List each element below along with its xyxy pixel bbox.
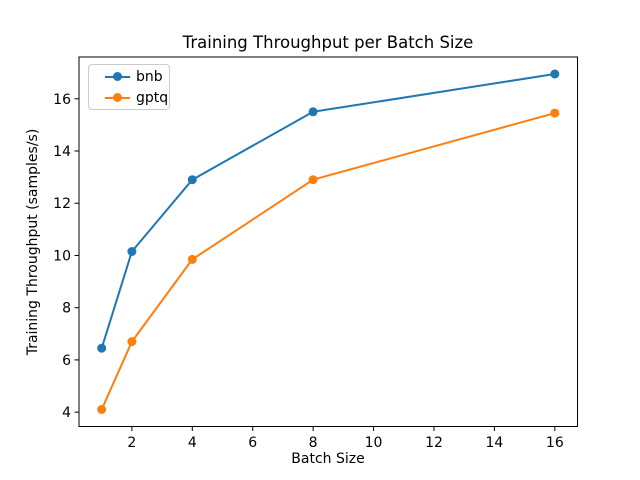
legend-item-gptq: gptq bbox=[89, 87, 169, 108]
data-point-bnb bbox=[187, 175, 197, 185]
y-tick-label: 12 bbox=[53, 196, 71, 212]
y-tick-label: 8 bbox=[62, 301, 71, 317]
x-tick-label: 6 bbox=[248, 435, 257, 451]
plot-border bbox=[78, 56, 578, 427]
x-tick-label: 10 bbox=[365, 435, 383, 451]
data-point-gptq bbox=[550, 108, 560, 118]
x-tick-label: 4 bbox=[188, 435, 197, 451]
data-point-bnb bbox=[97, 343, 107, 353]
data-point-gptq bbox=[97, 405, 107, 414]
data-point-bnb bbox=[127, 247, 137, 256]
x-tick-label: 14 bbox=[486, 435, 504, 451]
x-tick-label: 2 bbox=[127, 435, 136, 451]
legend-item-bnb: bnb bbox=[89, 66, 169, 87]
y-tick-label: 16 bbox=[53, 92, 71, 108]
legend-marker-icon bbox=[113, 93, 122, 102]
x-tick-label: 16 bbox=[546, 435, 564, 451]
legend-line-sample-gptq bbox=[105, 93, 130, 102]
x-tick-label: 8 bbox=[309, 435, 318, 451]
y-tick-label: 4 bbox=[62, 405, 71, 421]
chart-title: Training Throughput per Batch Size bbox=[182, 33, 474, 52]
legend-label-bnb: bnb bbox=[136, 68, 163, 85]
data-point-gptq bbox=[187, 254, 197, 264]
legend: bnb gptq bbox=[88, 64, 170, 110]
y-axis-label: Training Throughput (samples/s) bbox=[25, 128, 41, 356]
legend-line-sample-bnb bbox=[105, 72, 130, 81]
y-tick-label: 14 bbox=[53, 144, 71, 160]
data-point-bnb bbox=[550, 69, 560, 79]
x-tick-label: 12 bbox=[425, 435, 443, 451]
y-tick-label: 10 bbox=[53, 248, 71, 264]
legend-label-gptq: gptq bbox=[136, 89, 169, 106]
data-point-bnb bbox=[308, 107, 318, 117]
series-line-gptq bbox=[100, 112, 556, 410]
data-point-gptq bbox=[127, 337, 137, 347]
series-line-bnb bbox=[100, 73, 555, 349]
data-point-gptq bbox=[308, 175, 318, 185]
legend-marker-icon bbox=[113, 72, 122, 81]
x-axis-label: Batch Size bbox=[291, 451, 365, 467]
y-tick-label: 6 bbox=[62, 353, 71, 369]
